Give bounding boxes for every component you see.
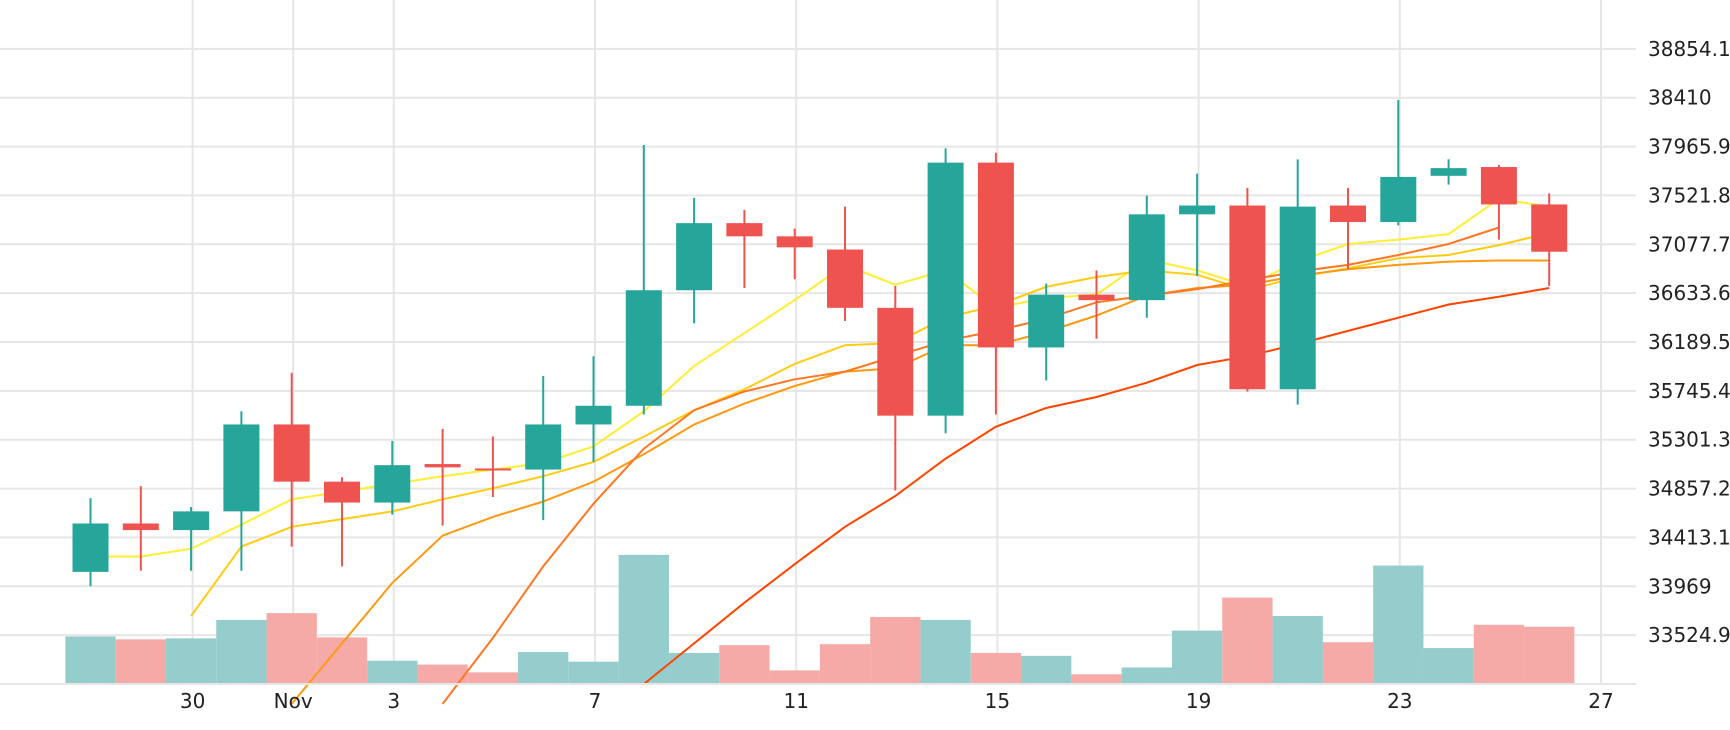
candle-body bbox=[474, 468, 511, 471]
moving-average-line bbox=[643, 287, 1550, 685]
candle-body bbox=[1179, 205, 1216, 215]
volume-bar bbox=[1222, 597, 1273, 684]
candle-body bbox=[525, 424, 562, 470]
volume-bar bbox=[65, 636, 116, 684]
volume-bar bbox=[367, 660, 418, 684]
candle-body bbox=[1430, 168, 1467, 176]
candle-body bbox=[1480, 167, 1517, 205]
volume-bar bbox=[1272, 616, 1323, 684]
moving-average-line bbox=[441, 226, 1500, 705]
y-tick-label: 36633.6 bbox=[1648, 281, 1730, 305]
volume-bar bbox=[1121, 667, 1172, 684]
y-tick-label: 35745.4 bbox=[1648, 379, 1730, 403]
y-tick-label: 38410 bbox=[1648, 86, 1712, 110]
moving-average-line bbox=[190, 232, 1550, 617]
volume-bar bbox=[719, 645, 770, 684]
volume-bar bbox=[1322, 642, 1374, 684]
x-tick-label: 19 bbox=[1186, 689, 1211, 713]
candle-body bbox=[273, 424, 310, 482]
candle-body bbox=[877, 307, 914, 416]
x-tick-label: 27 bbox=[1588, 689, 1613, 713]
y-tick-label: 38854.1 bbox=[1648, 37, 1730, 61]
x-tick-label: 11 bbox=[783, 689, 808, 713]
grid-lines bbox=[0, 0, 1636, 684]
y-axis: 38854.1 38410 37965.9 37521.8 37077.7 36633.6… bbox=[1648, 37, 1730, 647]
y-tick-label: 34857.2 bbox=[1648, 477, 1730, 501]
y-tick-label: 34413.1 bbox=[1648, 525, 1730, 549]
volume-bar bbox=[316, 637, 368, 684]
volume-bar bbox=[1171, 630, 1223, 684]
candle-body bbox=[575, 405, 612, 425]
volume-bar bbox=[1524, 626, 1575, 684]
candle-body bbox=[1128, 214, 1165, 301]
candle-body bbox=[424, 464, 461, 468]
candle-body bbox=[1380, 176, 1417, 223]
candle-body bbox=[72, 523, 109, 572]
candle-body bbox=[776, 236, 813, 248]
x-tick-label: 3 bbox=[387, 689, 400, 713]
candle-body bbox=[726, 223, 763, 237]
volume-bar bbox=[769, 670, 820, 684]
volume-bar bbox=[1071, 674, 1122, 684]
candle-body bbox=[1078, 294, 1115, 301]
volume-bar bbox=[568, 661, 619, 684]
volume-bar bbox=[618, 554, 669, 684]
x-tick-label: 15 bbox=[985, 689, 1010, 713]
volume-bar bbox=[518, 651, 569, 684]
candle-body bbox=[1229, 205, 1266, 390]
y-tick-label: 35301.3 bbox=[1648, 428, 1730, 452]
y-tick-label: 37965.9 bbox=[1648, 135, 1730, 159]
volume-bars bbox=[65, 554, 1575, 684]
volume-bar bbox=[417, 664, 468, 684]
y-tick-label: 36189.5 bbox=[1648, 330, 1730, 354]
x-tick-label: 30 bbox=[180, 689, 205, 713]
candle-body bbox=[374, 465, 411, 503]
volume-bar bbox=[115, 639, 166, 684]
volume-bar bbox=[165, 638, 217, 684]
x-tick-label: 23 bbox=[1387, 689, 1412, 713]
x-tick-label: 7 bbox=[589, 689, 602, 713]
candle-body bbox=[1330, 205, 1366, 223]
candle-body bbox=[1028, 294, 1065, 348]
moving-average-line bbox=[290, 259, 1550, 705]
volume-bar bbox=[970, 652, 1022, 684]
candle-body bbox=[122, 523, 159, 531]
y-tick-label: 33969 bbox=[1648, 574, 1712, 598]
volume-bar bbox=[1423, 648, 1474, 684]
candle-body bbox=[676, 223, 713, 291]
y-tick-label: 37077.7 bbox=[1648, 232, 1730, 256]
volume-bar bbox=[819, 644, 871, 684]
y-tick-label: 37521.8 bbox=[1648, 183, 1730, 207]
volume-bar bbox=[870, 617, 921, 684]
candle-body bbox=[324, 481, 360, 503]
x-tick-label: Nov bbox=[274, 689, 313, 713]
candles bbox=[72, 99, 1568, 587]
candle-body bbox=[173, 511, 210, 531]
candle-body bbox=[223, 424, 260, 512]
candle-body bbox=[927, 162, 964, 416]
candle-body bbox=[827, 249, 863, 308]
y-tick-label: 33524.9 bbox=[1648, 623, 1730, 647]
volume-bar bbox=[920, 619, 971, 684]
volume-bar bbox=[266, 613, 317, 684]
candle-body bbox=[625, 290, 662, 406]
candle-body bbox=[1531, 204, 1568, 252]
volume-bar bbox=[1373, 565, 1424, 684]
volume-bar bbox=[1473, 624, 1525, 684]
candle-body bbox=[977, 162, 1014, 348]
moving-average-line bbox=[90, 197, 1550, 558]
volume-bar bbox=[1021, 655, 1072, 684]
volume-bar bbox=[467, 672, 519, 684]
volume-bar bbox=[216, 619, 267, 684]
x-axis: 30 Nov 3 7 11 15 19 23 27 bbox=[180, 689, 1614, 713]
candle-body bbox=[1279, 206, 1316, 390]
